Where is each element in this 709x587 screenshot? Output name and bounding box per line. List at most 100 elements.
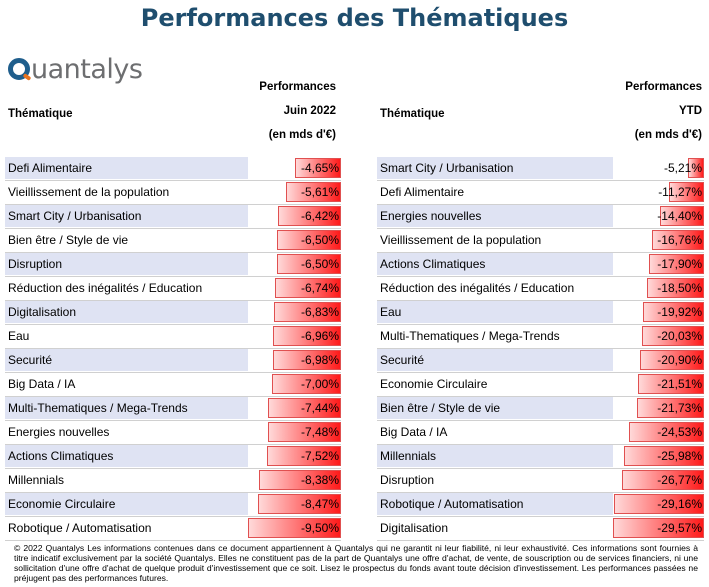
left-data-bar xyxy=(295,158,341,178)
right-data-bar xyxy=(638,374,704,394)
left-row-value: -6,42% xyxy=(300,209,339,223)
right-row-value: -21,51% xyxy=(657,377,702,391)
right-row-name: Defi Alimentaire xyxy=(380,185,465,199)
table-row: Securité -20,90% xyxy=(377,349,704,373)
right-perf-line1: Performances xyxy=(625,81,702,93)
right-row-value: -17,90% xyxy=(657,257,702,271)
left-row-value: -7,48% xyxy=(300,425,339,439)
right-row-value: -20,90% xyxy=(657,353,702,367)
left-row-value: -9,50% xyxy=(300,521,339,535)
left-row-name: Digitalisation xyxy=(5,301,248,323)
right-row-value: -5,21% xyxy=(663,161,702,175)
left-data-bar xyxy=(258,494,341,514)
right-row-value: -26,77% xyxy=(657,473,702,487)
right-row-name: Big Data / IA xyxy=(380,425,448,439)
table-row: Smart City / Urbanisation -5,21% xyxy=(377,157,704,181)
left-perf-line3: (en mds d'€) xyxy=(268,129,336,141)
page-title: Performances des Thématiques xyxy=(140,4,569,32)
table-row: Digitalisation -29,57% xyxy=(377,517,704,541)
table-row: Multi-Thematiques / Mega-Trends -20,03% xyxy=(377,325,704,349)
table-row: Digitalisation -6,83% xyxy=(5,301,341,325)
right-data-bar xyxy=(652,230,704,250)
right-row-name: Economie Circulaire xyxy=(380,377,488,391)
logo-text: uantalys xyxy=(31,53,143,85)
table-row: Réduction des inégalités / Education -18,… xyxy=(377,277,704,301)
left-data-bar xyxy=(268,398,341,418)
table-row: Millennials -8,38% xyxy=(5,469,341,493)
table-row: Big Data / IA -7,00% xyxy=(5,373,341,397)
table-row: Eau -6,96% xyxy=(5,325,341,349)
table-row: Securité -6,98% xyxy=(5,349,341,373)
left-row-value: -5,61% xyxy=(300,185,339,199)
right-data-bar xyxy=(637,398,704,418)
right-data-bar xyxy=(629,422,704,442)
table-row: Smart City / Urbanisation -6,42% xyxy=(5,205,341,229)
left-row-name: Robotique / Automatisation xyxy=(8,521,152,535)
table-row: Defi Alimentaire -11,27% xyxy=(377,181,704,205)
table-row: Robotique / Automatisation -29,16% xyxy=(377,493,704,517)
left-row-name: Multi-Thematiques / Mega-Trends xyxy=(5,397,248,419)
right-row-name: Disruption xyxy=(380,473,435,487)
right-row-name: Energies nouvelles xyxy=(377,205,613,227)
right-row-name: Smart City / Urbanisation xyxy=(377,157,613,179)
left-row-name: Economie Circulaire xyxy=(5,493,248,515)
left-performance-table: Defi Alimentaire -4,65% Vieillissement de … xyxy=(5,157,341,541)
left-row-value: -4,65% xyxy=(300,161,339,175)
table-row: Eau -19,92% xyxy=(377,301,704,325)
left-row-name: Big Data / IA xyxy=(8,377,76,391)
right-perf-header: Performances YTD (en mds d'€) xyxy=(602,75,702,147)
right-row-value: -14,40% xyxy=(657,209,702,223)
left-row-name: Smart City / Urbanisation xyxy=(5,205,248,227)
table-row: Multi-Thematiques / Mega-Trends -7,44% xyxy=(5,397,341,421)
right-data-bar xyxy=(647,278,704,298)
left-data-bar xyxy=(268,422,341,442)
table-row: Economie Circulaire -8,47% xyxy=(5,493,341,517)
table-row: Réduction des inégalités / Education -6,7… xyxy=(5,277,341,301)
right-row-name: Multi-Thematiques / Mega-Trends xyxy=(380,329,560,343)
left-row-value: -6,50% xyxy=(300,233,339,247)
left-data-bar xyxy=(273,350,341,370)
disclaimer-footer: © 2022 Quantalys Les informations conten… xyxy=(14,543,698,583)
table-row: Defi Alimentaire -4,65% xyxy=(5,157,341,181)
right-thematique-header: Thématique xyxy=(380,108,445,120)
left-data-bar xyxy=(277,254,341,274)
right-row-name: Bien être / Style de vie xyxy=(377,397,613,419)
right-perf-line2: YTD xyxy=(679,105,702,117)
right-data-bar xyxy=(614,494,704,514)
quantalys-q-icon xyxy=(8,58,30,80)
right-row-name: Réduction des inégalités / Education xyxy=(380,281,575,295)
left-thematique-header: Thématique xyxy=(8,108,73,120)
right-col-header: Thématique xyxy=(380,102,445,126)
left-data-bar xyxy=(267,446,341,466)
table-row: Vieillissement de la population -5,61% xyxy=(5,181,341,205)
left-data-bar xyxy=(272,374,341,394)
left-data-bar xyxy=(274,302,341,322)
right-data-bar xyxy=(688,158,704,178)
right-data-bar xyxy=(669,182,704,202)
left-row-name: Réduction des inégalités / Education xyxy=(8,281,203,295)
right-performance-table: Smart City / Urbanisation -5,21% Defi Alim… xyxy=(377,157,704,541)
left-row-value: -8,47% xyxy=(300,497,339,511)
right-row-name: Actions Climatiques xyxy=(377,253,613,275)
right-row-name: Robotique / Automatisation xyxy=(377,493,613,515)
right-row-value: -20,03% xyxy=(657,329,702,343)
table-row: Energies nouvelles -14,40% xyxy=(377,205,704,229)
table-row: Economie Circulaire -21,51% xyxy=(377,373,704,397)
right-row-value: -25,98% xyxy=(657,449,702,463)
right-row-value: -11,27% xyxy=(658,185,702,199)
right-row-name: Millennials xyxy=(377,445,613,467)
right-row-name: Eau xyxy=(377,301,613,323)
left-row-name: Securité xyxy=(5,349,248,371)
right-row-value: -18,50% xyxy=(657,281,702,295)
right-data-bar xyxy=(649,254,704,274)
left-row-value: -7,44% xyxy=(300,401,339,415)
left-row-name: Bien être / Style de vie xyxy=(8,233,129,247)
right-data-bar xyxy=(624,446,704,466)
left-data-bar xyxy=(259,470,341,490)
table-row: Bien être / Style de vie -6,50% xyxy=(5,229,341,253)
table-row: Disruption -26,77% xyxy=(377,469,704,493)
right-row-value: -29,16% xyxy=(657,497,702,511)
left-row-value: -7,52% xyxy=(300,449,339,463)
right-row-name: Digitalisation xyxy=(380,521,449,535)
quantalys-logo: uantalys xyxy=(8,52,143,86)
